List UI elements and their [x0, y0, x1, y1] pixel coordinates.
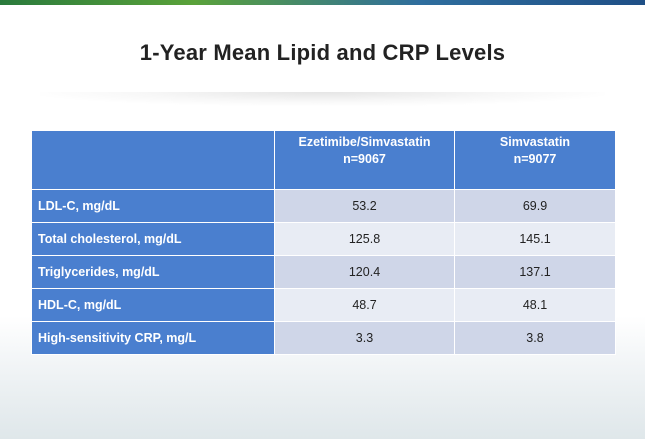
ezetimibe-simvastatin-value: 120.4	[274, 255, 455, 289]
table-row: Total cholesterol, mg/dL 125.8 145.1	[31, 222, 616, 256]
header-simvastatin-n: n=9077	[513, 152, 557, 166]
simvastatin-value: 145.1	[454, 222, 616, 256]
ezetimibe-simvastatin-value: 53.2	[274, 189, 455, 223]
row-label: LDL-C, mg/dL	[31, 189, 275, 223]
header-empty-cell	[31, 130, 275, 190]
header-simvastatin: Simvastatin n=9077	[454, 130, 616, 190]
header-simvastatin-name: Simvastatin	[499, 135, 571, 149]
table-row: HDL-C, mg/dL 48.7 48.1	[31, 288, 616, 322]
title-shadow-divider	[40, 92, 605, 106]
table-row: LDL-C, mg/dL 53.2 69.9	[31, 189, 616, 223]
row-label: HDL-C, mg/dL	[31, 288, 275, 322]
header-ezetimibe-simvastatin-n: n=9067	[343, 152, 386, 166]
ezetimibe-simvastatin-value: 3.3	[274, 321, 455, 355]
row-label: High-sensitivity CRP, mg/L	[31, 321, 275, 355]
table-row: High-sensitivity CRP, mg/L 3.3 3.8	[31, 321, 616, 355]
table-row: Triglycerides, mg/dL 120.4 137.1	[31, 255, 616, 289]
lipid-crp-table: Ezetimibe/Simvastatin n=9067 Simvastatin…	[31, 130, 616, 355]
top-accent-bar	[0, 0, 645, 5]
ezetimibe-simvastatin-value: 48.7	[274, 288, 455, 322]
ezetimibe-simvastatin-value: 125.8	[274, 222, 455, 256]
header-ezetimibe-simvastatin-name: Ezetimibe/Simvastatin	[298, 135, 431, 149]
simvastatin-value: 137.1	[454, 255, 616, 289]
slide-title: 1-Year Mean Lipid and CRP Levels	[139, 40, 506, 65]
simvastatin-value: 3.8	[454, 321, 616, 355]
simvastatin-value: 48.1	[454, 288, 616, 322]
row-label: Total cholesterol, mg/dL	[31, 222, 275, 256]
header-ezetimibe-simvastatin: Ezetimibe/Simvastatin n=9067	[274, 130, 455, 190]
simvastatin-value: 69.9	[454, 189, 616, 223]
table-header-row: Ezetimibe/Simvastatin n=9067 Simvastatin…	[31, 130, 616, 190]
row-label: Triglycerides, mg/dL	[31, 255, 275, 289]
